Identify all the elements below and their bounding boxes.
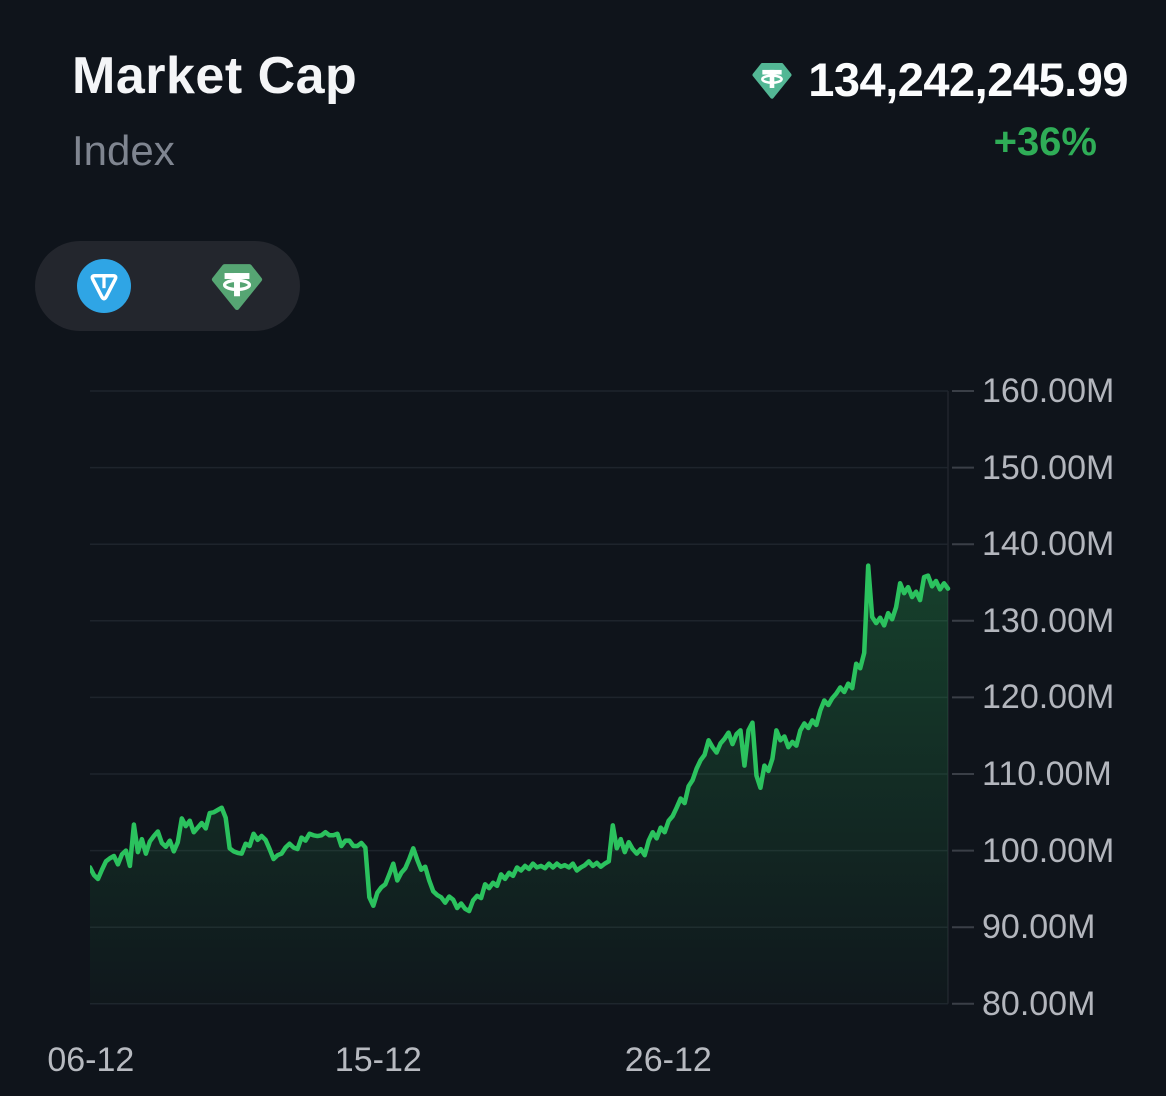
toggle-option-tether[interactable] bbox=[173, 241, 300, 331]
x-tick-label: 26-12 bbox=[624, 1041, 712, 1079]
y-tick-label: 110.00M bbox=[982, 755, 1112, 793]
x-tick-label: 06-12 bbox=[47, 1041, 135, 1079]
market-cap-chart[interactable] bbox=[90, 385, 974, 1010]
currency-toggle bbox=[35, 241, 300, 331]
x-tick-label: 15-12 bbox=[334, 1041, 422, 1079]
page-title: Market Cap bbox=[72, 47, 358, 105]
toggle-option-ton[interactable] bbox=[35, 241, 173, 331]
change-percent: +36% bbox=[993, 120, 1097, 164]
market-cap-value: 134,242,245.99 bbox=[808, 53, 1128, 106]
y-tick-label: 130.00M bbox=[982, 601, 1115, 640]
ton-icon bbox=[77, 259, 131, 313]
y-tick-label: 80.00M bbox=[982, 984, 1096, 1023]
y-tick-label: 140.00M bbox=[982, 525, 1115, 564]
y-tick-label: 160.00M bbox=[982, 372, 1115, 410]
header-left: Market Cap Index bbox=[72, 47, 358, 175]
page-subtitle: Index bbox=[72, 127, 175, 175]
y-tick-label: 150.00M bbox=[982, 448, 1115, 487]
series-line bbox=[90, 563, 951, 914]
market-cap-value-row: 134,242,245.99 bbox=[751, 52, 1128, 107]
tether-icon bbox=[210, 259, 264, 313]
y-tick-label: 90.00M bbox=[982, 908, 1096, 947]
y-tick-label: 100.00M bbox=[982, 831, 1115, 870]
y-tick-label: 120.00M bbox=[982, 678, 1115, 717]
series-area-fill bbox=[90, 565, 948, 1004]
tether-icon bbox=[751, 59, 793, 101]
